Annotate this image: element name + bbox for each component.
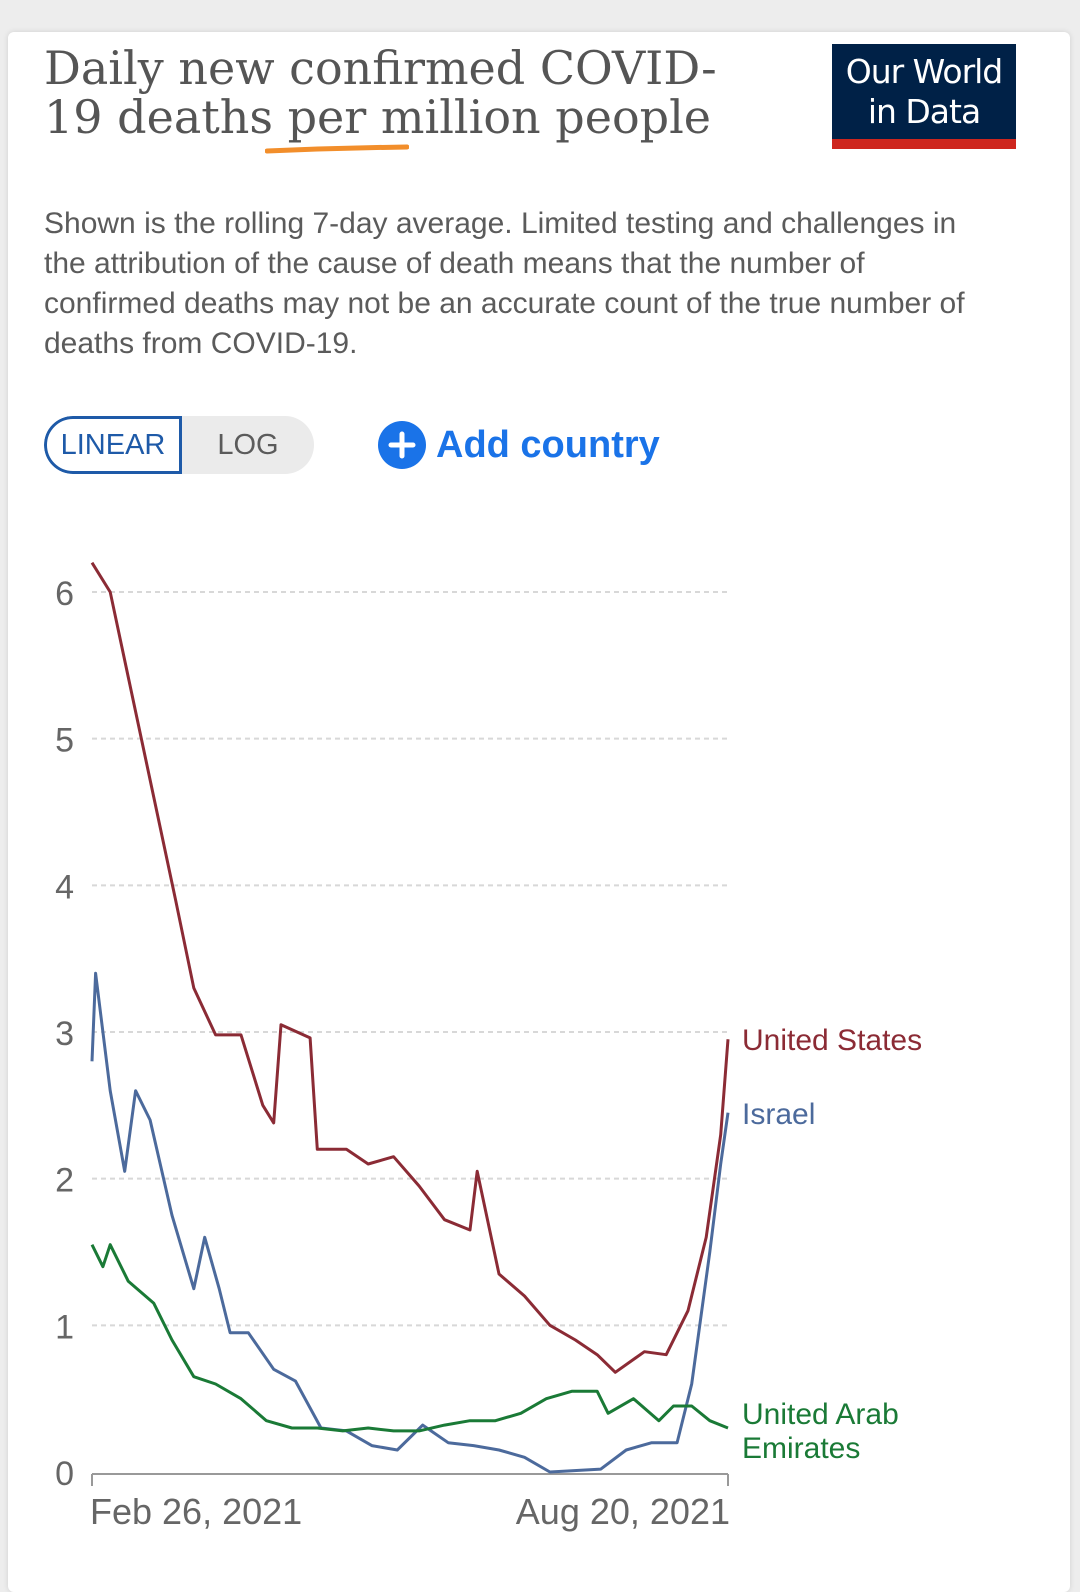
y-tick-label: 4 [55, 868, 74, 906]
log-scale-button[interactable]: LOG [217, 428, 279, 461]
series-label[interactable]: United States [742, 1024, 922, 1057]
series-label[interactable]: United Arab [742, 1398, 899, 1431]
series-line[interactable] [90, 1243, 729, 1433]
y-tick-label: 1 [55, 1308, 74, 1346]
chart-subtitle: Shown is the rolling 7-day average. Limi… [44, 207, 965, 360]
series-line[interactable] [90, 971, 730, 1474]
add-country-button[interactable]: Add country [378, 418, 660, 472]
logo-line-1: Our World [845, 51, 1004, 91]
chart-card [8, 32, 1070, 1592]
logo-line-2: in Data [867, 91, 981, 131]
series-label[interactable]: Israel [742, 1098, 815, 1131]
plus-icon [378, 421, 426, 469]
title-highlight-underline [265, 144, 409, 154]
y-tick-label: 2 [55, 1162, 74, 1200]
x-tick-label: Aug 20, 2021 [516, 1491, 730, 1532]
add-country-label: Add country [436, 423, 660, 466]
y-tick-label: 6 [55, 575, 74, 613]
linear-scale-button[interactable]: LINEAR [44, 416, 182, 474]
owid-logo[interactable]: Our World in Data [832, 44, 1016, 149]
chart-title: Daily new confirmed COVID-19 deaths per … [44, 41, 717, 144]
y-tick-label: 0 [55, 1455, 74, 1493]
scale-toggle: LINEAR LOG [44, 416, 314, 474]
series-line[interactable] [90, 561, 730, 1374]
x-tick-label: Feb 26, 2021 [90, 1491, 302, 1532]
series-label[interactable]: Emirates [742, 1432, 860, 1465]
y-tick-label: 3 [55, 1015, 74, 1053]
y-tick-label: 5 [55, 722, 74, 760]
